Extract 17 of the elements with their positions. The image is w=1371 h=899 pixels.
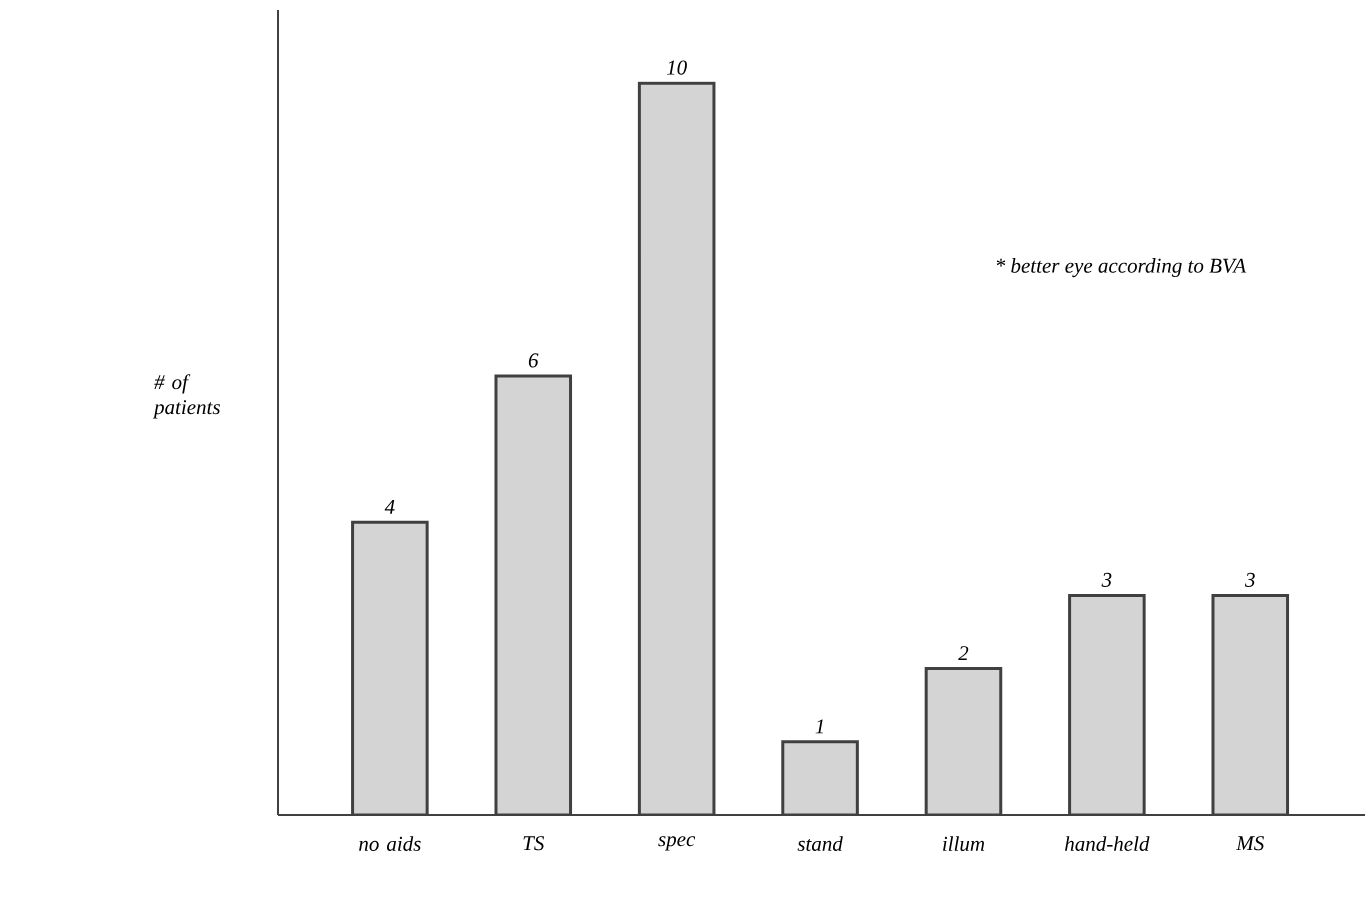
data-label: 3 — [1244, 572, 1255, 587]
x-tick-label: hand-held — [1065, 836, 1150, 851]
data-label: 10 — [666, 60, 687, 75]
x-tick-label: TS — [523, 836, 545, 851]
x-tick-label: illum — [943, 836, 985, 852]
data-label: 3 — [1101, 572, 1112, 587]
data-label: 1 — [815, 719, 824, 734]
data-label: 4 — [384, 499, 395, 514]
x-tick-label: stand — [797, 836, 843, 851]
data-label: 2 — [958, 646, 969, 661]
x-tick-label: spec — [658, 836, 696, 851]
data-label: 6 — [528, 353, 539, 368]
annotation: * better eye according to BVA — [996, 258, 1247, 278]
y-axis-title: # of patients — [152, 374, 220, 419]
bar — [781, 740, 859, 815]
x-tick-label: no aids — [359, 836, 421, 851]
x-tick-label: MS — [1236, 836, 1264, 851]
